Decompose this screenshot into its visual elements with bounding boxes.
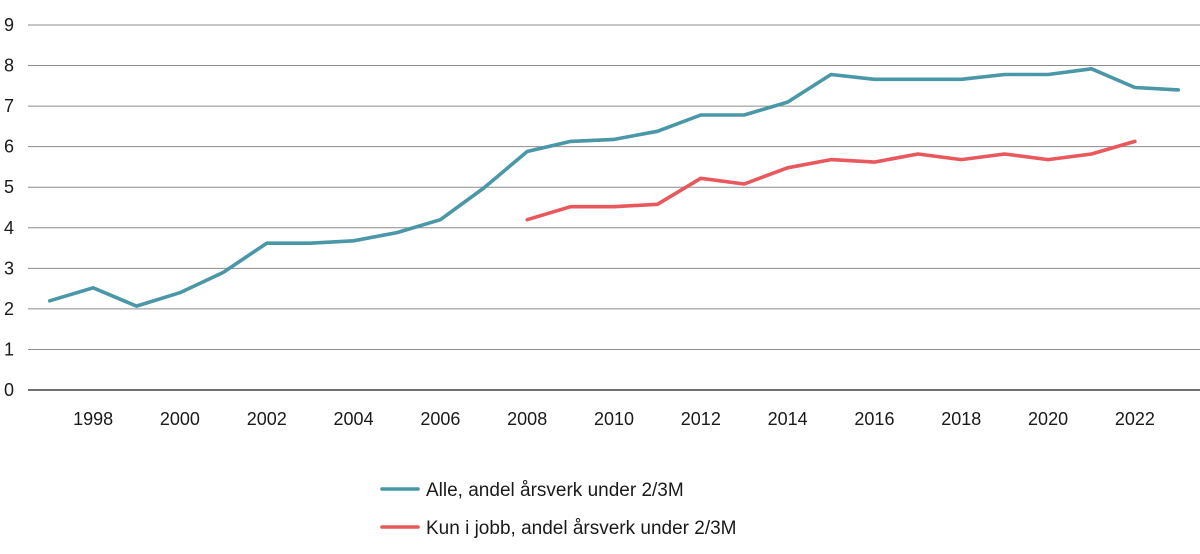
x-tick-label: 2010 <box>594 409 634 429</box>
series-line-1 <box>47 67 1181 308</box>
x-tick-label: 2002 <box>247 409 287 429</box>
y-tick-label: 0 <box>4 380 14 400</box>
x-tick-label: 2012 <box>681 409 721 429</box>
x-tick-label: 2004 <box>334 409 374 429</box>
gridlines <box>28 24 1200 350</box>
x-tick-label: 2022 <box>1115 409 1155 429</box>
y-tick-label: 7 <box>4 96 14 116</box>
x-tick-label: 2020 <box>1028 409 1068 429</box>
y-tick-label: 5 <box>4 177 14 197</box>
x-tick-label: 2016 <box>854 409 894 429</box>
y-tick-label: 6 <box>4 137 14 157</box>
series-lines <box>47 67 1181 308</box>
legend-label-2: Kun i jobb, andel årsverk under 2/3M <box>426 518 737 539</box>
y-axis-ticks: 0 1 2 3 4 5 6 7 8 9 <box>4 15 14 400</box>
x-tick-label: 2000 <box>160 409 200 429</box>
y-tick-label: 9 <box>4 15 14 35</box>
x-tick-label: 1998 <box>73 409 113 429</box>
x-tick-label: 2018 <box>941 409 981 429</box>
y-tick-label: 8 <box>4 56 14 76</box>
y-tick-label: 3 <box>4 258 14 278</box>
x-axis-ticks: 1998 2000 2002 2004 2006 2008 2010 2012 2014 2016… <box>73 409 1155 429</box>
x-tick-label: 2014 <box>768 409 808 429</box>
x-tick-label: 2008 <box>507 409 547 429</box>
x-tick-label: 2006 <box>420 409 460 429</box>
series-line-2 <box>525 139 1137 222</box>
y-tick-label: 2 <box>4 299 14 319</box>
y-tick-label: 1 <box>4 339 14 359</box>
legend-label-1: Alle, andel årsverk under 2/3M <box>426 480 684 501</box>
legend: Alle, andel årsverk under 2/3M Kun i jobb… <box>380 480 737 539</box>
y-tick-label: 4 <box>4 218 14 238</box>
